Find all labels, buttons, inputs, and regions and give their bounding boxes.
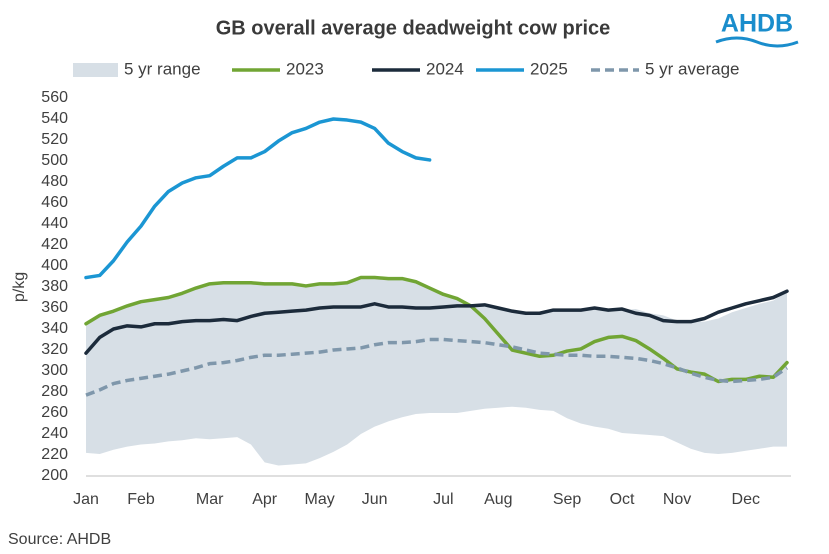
logo-wave <box>715 36 799 48</box>
y-tick-label: 540 <box>41 110 68 127</box>
x-tick-label: Jun <box>362 491 388 508</box>
x-tick-label: Feb <box>127 491 155 508</box>
y-tick-label: 340 <box>41 320 68 337</box>
legend-label: 2024 <box>426 59 464 78</box>
y-tick-label: 320 <box>41 341 68 358</box>
y-tick-label: 420 <box>41 236 68 253</box>
x-tick-label: Jul <box>433 491 453 508</box>
series-line <box>84 117 432 280</box>
y-tick-label: 240 <box>41 425 68 442</box>
y-tick-label: 380 <box>41 278 68 295</box>
series-line <box>85 337 788 397</box>
legend: 5 yr range 2023 2024 2025 5 yr average <box>73 59 740 78</box>
y-tick-label: 260 <box>41 404 68 421</box>
x-tick-label: May <box>305 491 335 508</box>
y-tick-label: 300 <box>41 362 68 379</box>
legend-label: 5 yr range <box>124 59 201 78</box>
y-tick-label: 360 <box>41 299 68 316</box>
x-tick-label: Nov <box>663 491 691 508</box>
y-tick-label: 400 <box>41 257 68 274</box>
legend-swatch <box>73 63 118 77</box>
x-tick-label: Sep <box>553 491 582 508</box>
y-tick-label: 480 <box>41 173 68 190</box>
y-tick-label: 500 <box>41 152 68 169</box>
logo-text: AHDB <box>721 10 793 38</box>
y-tick-label: 440 <box>41 215 68 232</box>
x-tick-label: Jan <box>73 491 99 508</box>
x-tick-label: Aug <box>484 491 512 508</box>
series-line <box>84 289 789 355</box>
y-tick-label: 520 <box>41 131 68 148</box>
series-line <box>84 275 789 384</box>
x-tick-label: Oct <box>610 491 635 508</box>
y-tick-label: 560 <box>41 89 68 106</box>
range-area <box>86 277 787 466</box>
logo: AHDB <box>715 10 799 48</box>
legend-label: 2023 <box>286 59 324 78</box>
y-tick-label: 280 <box>41 383 68 400</box>
chart-title: GB overall average deadweight cow price <box>216 17 611 39</box>
x-tick-label: Mar <box>196 491 224 508</box>
x-tick-label: Apr <box>252 491 278 508</box>
x-tick-label: Dec <box>732 491 760 508</box>
y-tick-label: 460 <box>41 194 68 211</box>
legend-label: 5 yr average <box>645 59 740 78</box>
legend-label: 2025 <box>530 59 568 78</box>
y-axis-label: p/kg <box>11 272 28 302</box>
y-tick-label: 200 <box>41 467 68 484</box>
y-tick-label: 220 <box>41 446 68 463</box>
source: Source: AHDB <box>8 531 111 548</box>
